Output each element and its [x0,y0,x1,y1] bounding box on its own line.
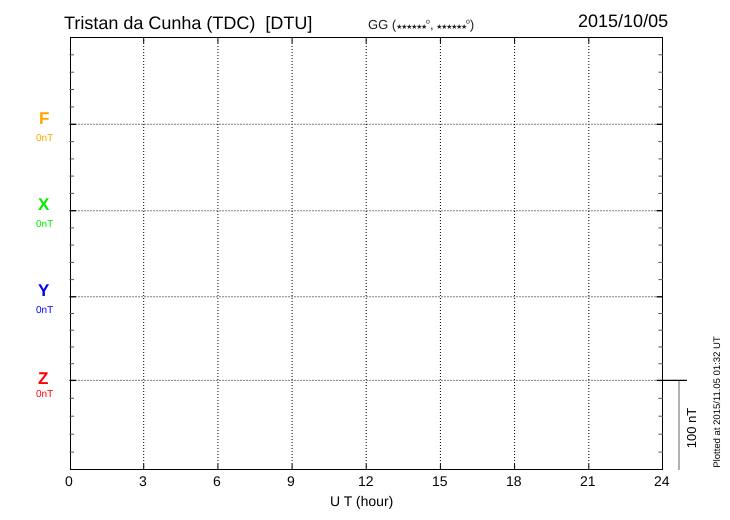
svg-text:100 nT: 100 nT [684,408,699,449]
svg-text:Plotted at 2015/11.05 01:32 UT: Plotted at 2015/11.05 01:32 UT [712,336,723,468]
